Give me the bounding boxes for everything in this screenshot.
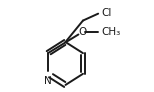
Text: O: O — [79, 27, 87, 37]
Text: CH₃: CH₃ — [101, 27, 120, 37]
Text: N: N — [44, 76, 52, 86]
Text: Cl: Cl — [101, 8, 112, 18]
